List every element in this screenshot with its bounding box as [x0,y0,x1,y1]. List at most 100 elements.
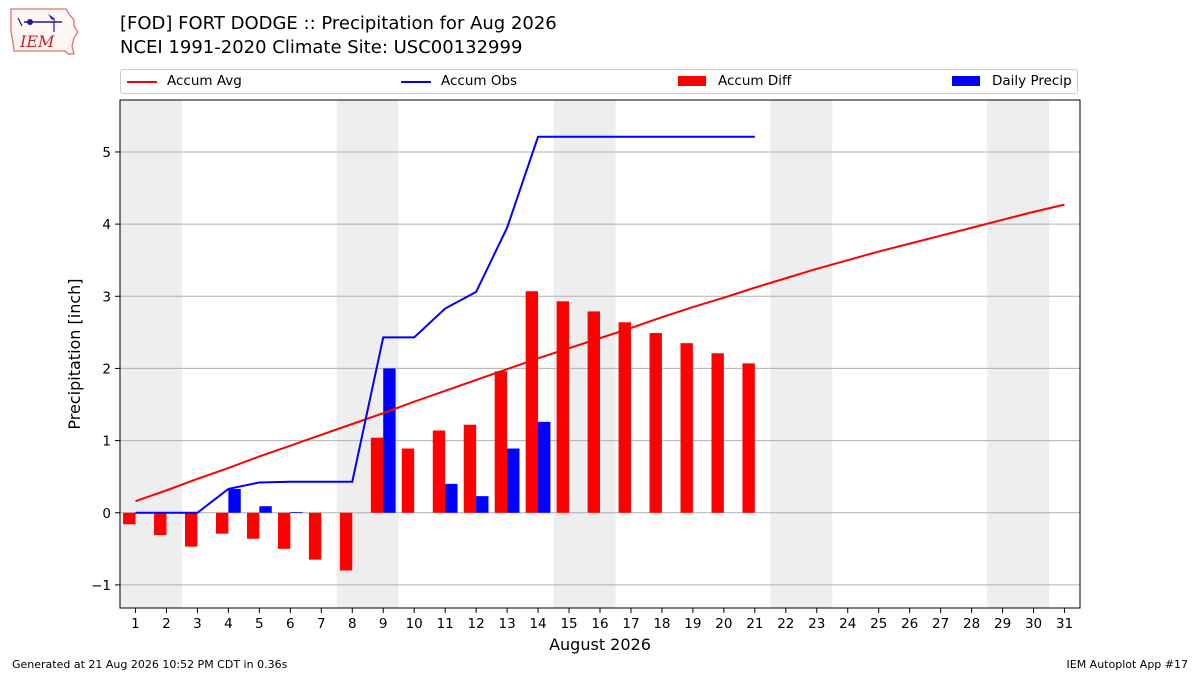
bar-accum-diff-day-19 [680,343,693,513]
line-series [135,135,1065,514]
chart-title: [FOD] FORT DODGE :: Precipitation for Au… [120,13,557,34]
legend-item-accum-avg: Accum Avg [127,73,327,90]
generated-timestamp: Generated at 21 Aug 2026 10:52 PM CDT in… [12,658,288,671]
bar-accum-diff-day-15 [556,301,570,513]
y-tick-label-5: 5 [102,145,111,161]
bar-daily-precip-day-4 [228,488,241,513]
weekend-band-4 [987,100,1050,608]
bar-accum-diff-day-4 [216,512,229,534]
x-tick-label-27: 27 [932,616,949,632]
bar-daily-precip-day-5 [259,506,272,513]
bar-accum-diff-day-18 [649,333,662,513]
x-tick-label-19: 19 [684,616,701,632]
y-axis-label: Precipitation [inch] [65,278,84,429]
bar-daily-precip-day-9 [383,368,396,513]
legend-label-daily-precip: Daily Precip [992,73,1072,89]
y-tick-label-4: 4 [102,217,111,233]
legend-swatch-accum-diff [678,76,706,86]
legend-item-daily-precip: Daily Precip [952,73,1077,90]
x-tick-label-1: 1 [131,616,140,632]
x-tick-label-2: 2 [162,616,171,632]
x-tick-label-31: 31 [1056,616,1073,632]
bar-accum-diff-day-9 [370,437,384,513]
legend-label-accum-obs: Accum Obs [441,73,518,89]
bar-accum-diff-day-7 [308,512,322,560]
line-accum-avg [135,203,1065,503]
x-tick-label-29: 29 [994,616,1011,632]
bar-series [123,291,755,571]
bar-daily-precip-day-6 [290,512,303,513]
x-tick-label-9: 9 [379,616,388,632]
legend-item-accum-obs: Accum Obs [401,73,601,90]
x-tick-label-12: 12 [468,616,485,632]
y-axis-ticks: −1 0 1 2 3 4 5 [91,145,120,594]
x-tick-label-8: 8 [348,616,357,632]
x-tick-label-20: 20 [715,616,732,632]
weekend-band-3 [770,100,833,608]
bar-accum-diff-day-8 [339,512,353,571]
bar-accum-diff-day-5 [246,512,260,539]
iem-logo: IEM [8,6,80,58]
bar-daily-precip-day-12 [476,496,489,513]
y-tick-label-1: 1 [102,434,111,450]
y-tick-label--1: −1 [91,578,111,594]
weekend-band-0 [120,100,182,608]
x-tick-label-17: 17 [622,616,639,632]
x-axis-label: August 2026 [549,635,651,654]
iowa-state-outline-icon: IEM [10,8,79,55]
bar-accum-diff-day-17 [618,322,631,513]
y-gridlines [120,151,1080,586]
x-tick-label-16: 16 [591,616,608,632]
bar-accum-diff-day-2 [154,512,167,536]
x-axis-ticks: 1 2 3 4 5 6 7 8 9 10 11 12 13 14 15 16 17 18 19 20 21 22 23 24 2… [131,608,1073,632]
chart-subtitle: NCEI 1991-2020 Climate Site: USC00132999 [120,37,523,58]
bar-daily-precip-day-14 [538,421,551,513]
legend-swatch-accum-obs [401,81,431,83]
legend-label-accum-diff: Accum Diff [718,73,792,89]
x-tick-label-13: 13 [499,616,516,632]
bar-accum-diff-day-20 [711,353,724,513]
bar-accum-diff-day-6 [277,512,291,549]
x-tick-label-7: 7 [317,616,326,632]
x-tick-label-28: 28 [963,616,980,632]
bar-accum-diff-day-3 [185,512,198,547]
chart-legend: Accum Avg Accum Obs Accum Diff Daily Pre… [120,69,1078,94]
x-tick-label-25: 25 [870,616,887,632]
x-tick-label-22: 22 [777,616,794,632]
x-tick-label-10: 10 [406,616,423,632]
legend-item-accum-diff: Accum Diff [678,73,878,90]
bar-accum-diff-day-21 [742,363,755,513]
legend-label-accum-avg: Accum Avg [167,73,242,89]
y-tick-label-3: 3 [102,289,111,305]
x-tick-label-23: 23 [808,616,825,632]
y-tick-label-0: 0 [102,506,111,522]
bar-accum-diff-day-11 [432,430,446,513]
x-tick-label-4: 4 [224,616,233,632]
x-tick-label-24: 24 [839,616,856,632]
app-credit: IEM Autoplot App #17 [1066,658,1189,671]
bar-accum-diff-day-1 [123,512,136,525]
logo-text: IEM [19,32,55,51]
legend-swatch-daily-precip [952,76,980,86]
x-tick-label-21: 21 [746,616,763,632]
bar-accum-diff-day-16 [587,311,600,513]
x-tick-label-3: 3 [193,616,202,632]
bar-accum-diff-day-13 [494,371,508,513]
x-tick-label-6: 6 [286,616,295,632]
x-tick-label-11: 11 [437,616,454,632]
x-tick-label-18: 18 [653,616,670,632]
legend-swatch-accum-avg [127,81,157,83]
x-tick-label-30: 30 [1025,616,1042,632]
y-tick-label-2: 2 [102,361,111,377]
x-tick-label-26: 26 [901,616,918,632]
bar-accum-diff-day-14 [525,291,539,513]
x-tick-label-15: 15 [560,616,577,632]
bar-daily-precip-day-13 [507,448,520,513]
bar-daily-precip-day-11 [445,483,458,513]
bar-accum-diff-day-10 [401,448,415,513]
x-tick-label-5: 5 [255,616,264,632]
x-tick-label-14: 14 [529,616,546,632]
bar-accum-diff-day-12 [463,424,477,513]
line-accum-obs [135,135,755,514]
